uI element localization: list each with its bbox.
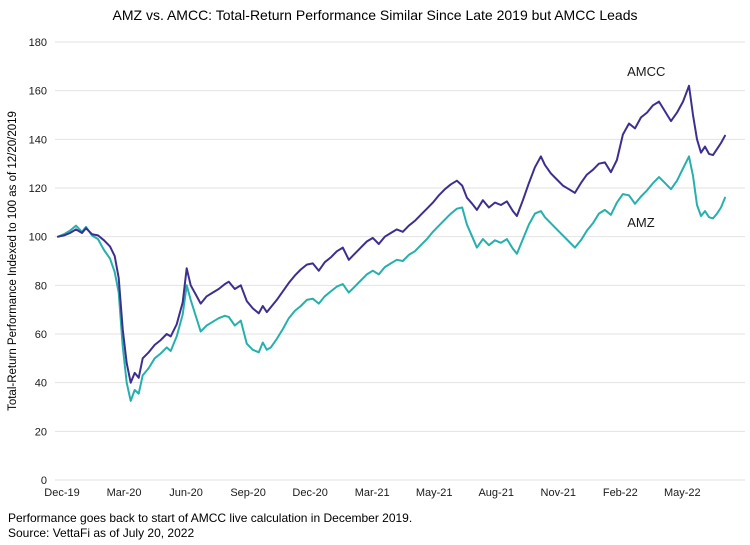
x-tick-label: May-22 bbox=[664, 487, 701, 499]
y-tick-label: 160 bbox=[29, 86, 47, 98]
x-tick-label: May-21 bbox=[416, 487, 453, 499]
y-tick-label: 140 bbox=[29, 134, 47, 146]
x-tick-label: Nov-21 bbox=[541, 487, 576, 499]
y-tick-label: 100 bbox=[29, 232, 47, 244]
y-tick-label: 40 bbox=[35, 378, 47, 390]
x-tick-label: Feb-22 bbox=[603, 487, 638, 499]
y-tick-label: 20 bbox=[35, 426, 47, 438]
x-tick-label: Sep-20 bbox=[230, 487, 265, 499]
y-tick-label: 0 bbox=[41, 475, 47, 487]
x-tick-label: Mar-20 bbox=[107, 487, 142, 499]
y-tick-label: 80 bbox=[35, 280, 47, 292]
footnote-source: Source: VettaFi as of July 20, 2022 bbox=[8, 526, 195, 540]
x-tick-label: Dec-20 bbox=[292, 487, 327, 499]
amcc-line bbox=[57, 84, 726, 384]
x-tick-label: Mar-21 bbox=[355, 487, 390, 499]
y-tick-label: 120 bbox=[29, 183, 47, 195]
chart-title: AMZ vs. AMCC: Total-Return Performance S… bbox=[112, 7, 638, 23]
footnote-performance: Performance goes back to start of AMCC l… bbox=[8, 511, 413, 525]
x-tick-label: Jun-20 bbox=[169, 487, 203, 499]
y-tick-label: 180 bbox=[29, 37, 47, 49]
x-tick-label: Dec-19 bbox=[44, 487, 79, 499]
amz-series-label: AMZ bbox=[627, 215, 655, 230]
y-tick-label: 60 bbox=[35, 329, 47, 341]
amz-line bbox=[57, 155, 726, 402]
x-tick-label: Aug-21 bbox=[478, 487, 513, 499]
amcc-series-label: AMCC bbox=[627, 64, 665, 79]
